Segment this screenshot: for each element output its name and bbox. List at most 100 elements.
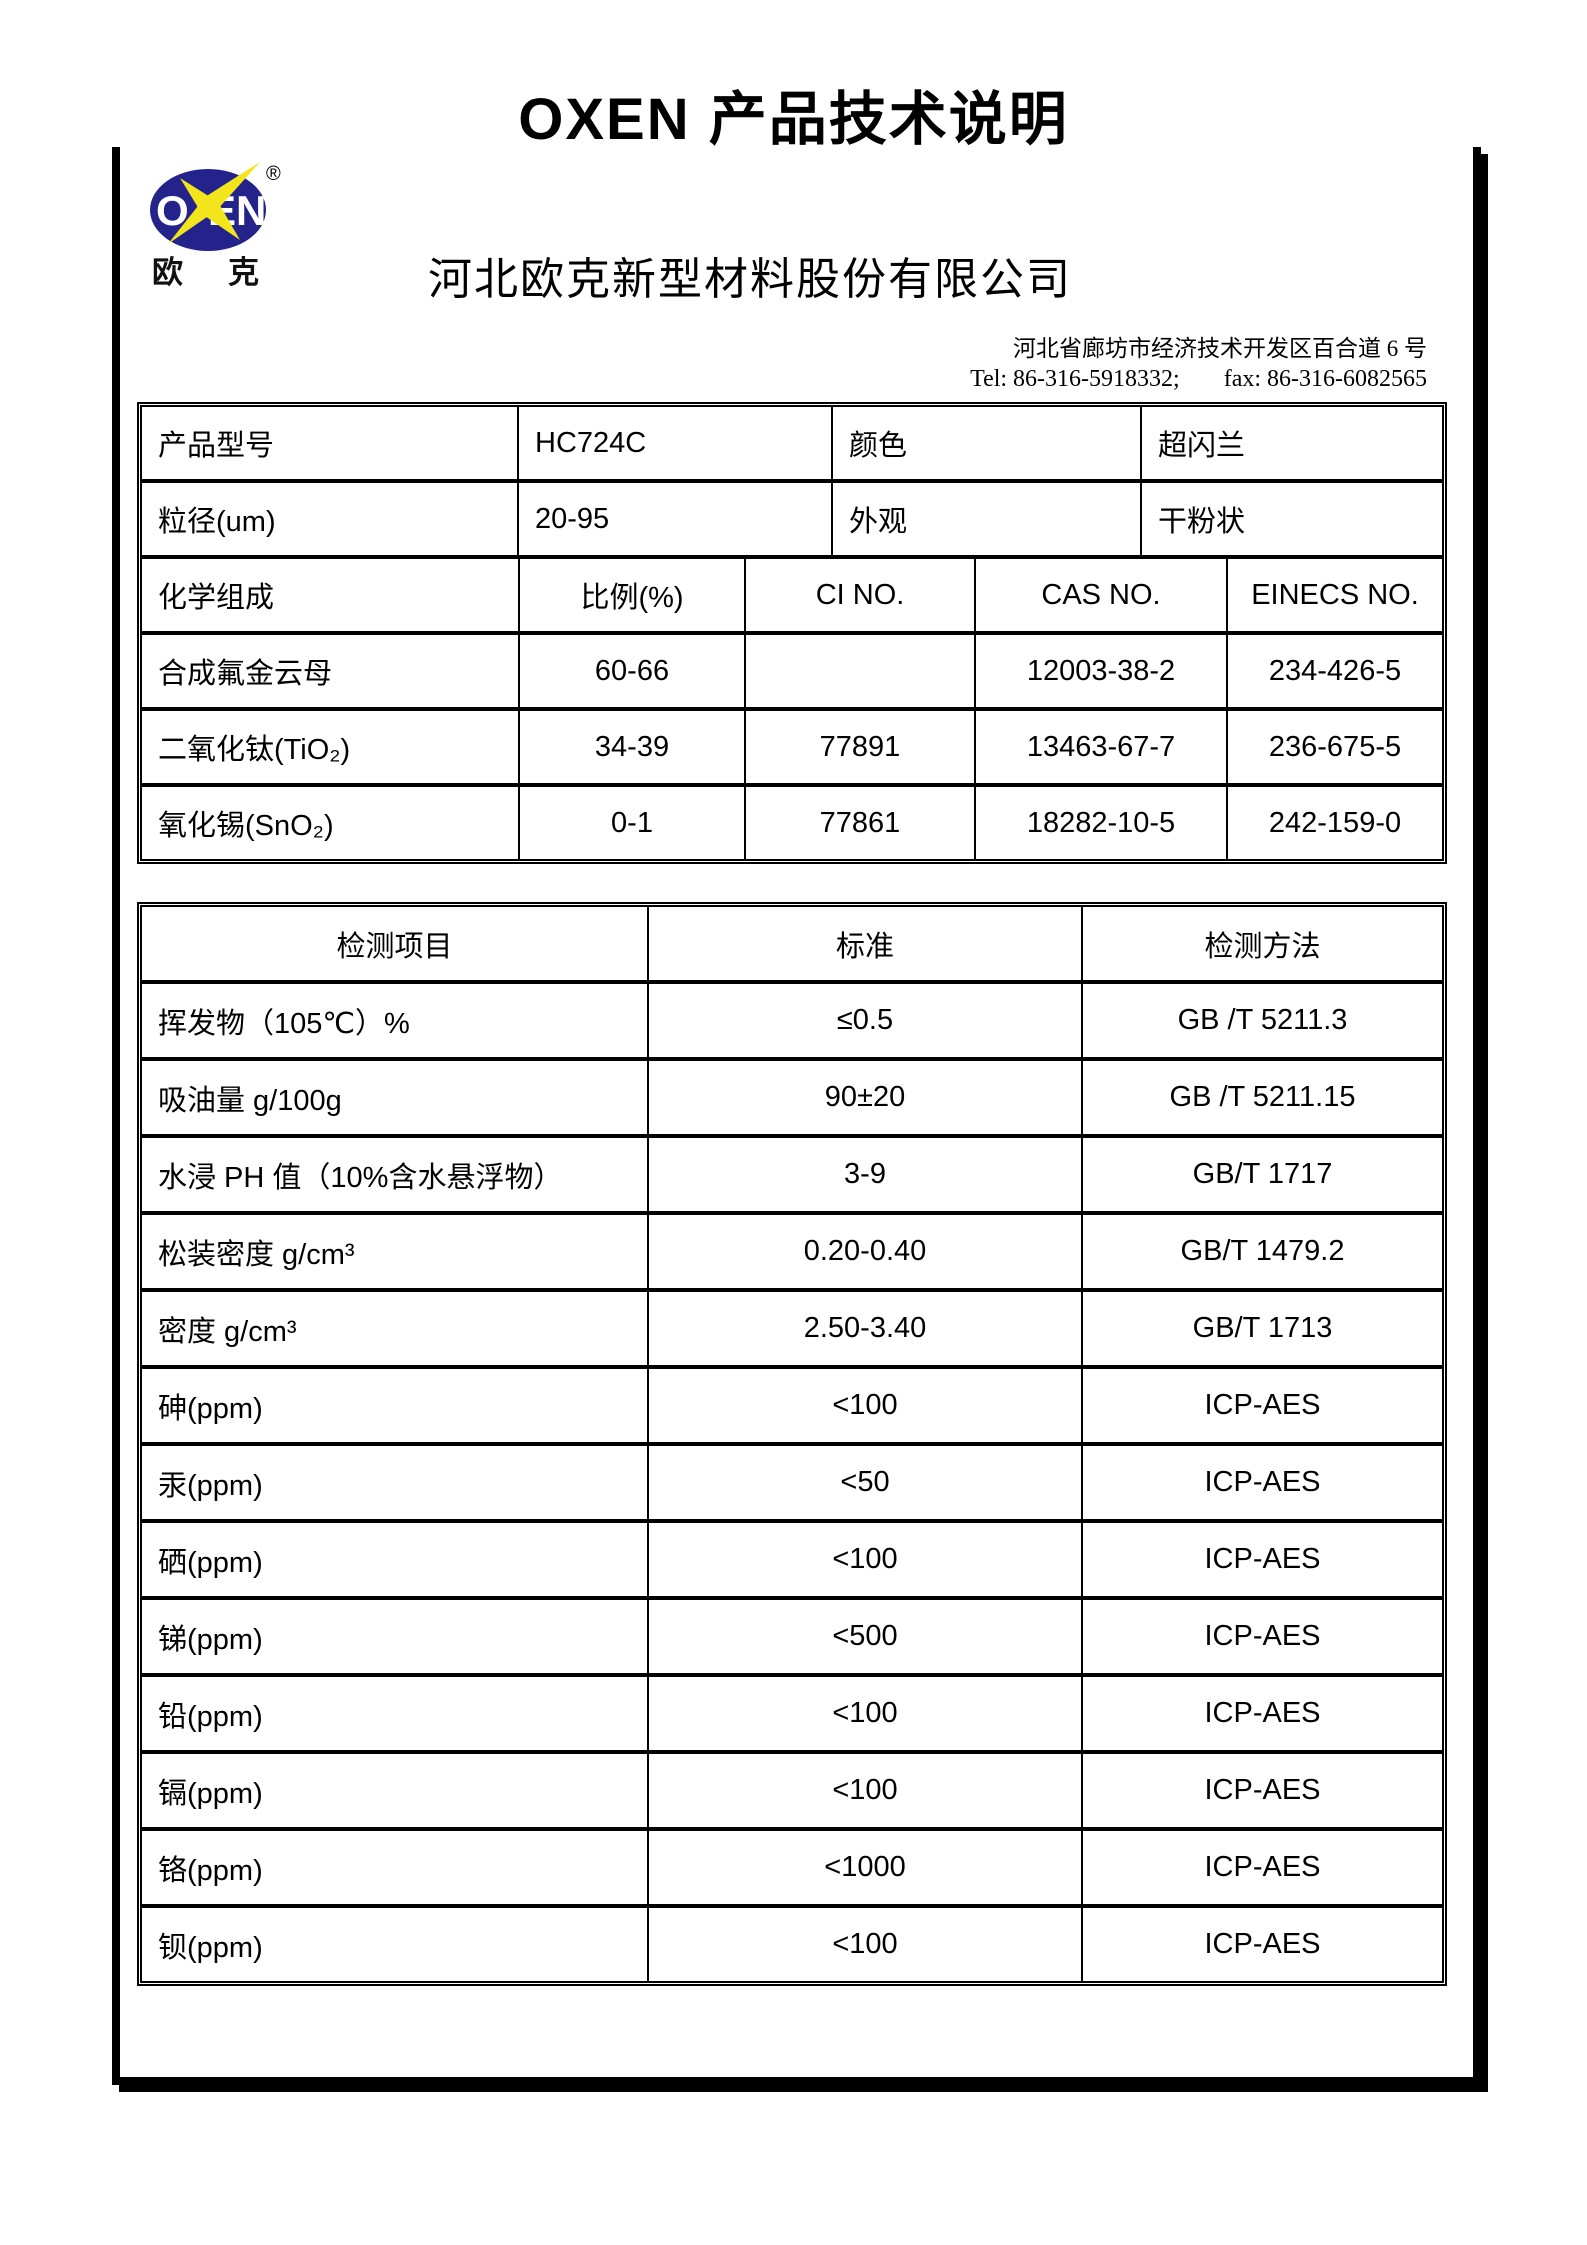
cell: 砷(ppm)	[158, 1392, 263, 1425]
header-cell: 检测项目	[336, 930, 453, 963]
cell: ICP-AES	[1081, 1600, 1442, 1673]
table-row: 挥发物（105℃）% ≤0.5 GB /T 5211.3	[142, 980, 1442, 1057]
table-row: 镉(ppm) <100 ICP-AES	[142, 1750, 1442, 1827]
cell: ICP-AES	[1081, 1369, 1442, 1442]
header-cell: 检测方法	[1081, 907, 1442, 980]
company-tel: Tel: 86-316-5918332;	[970, 366, 1180, 392]
cell: GB/T 1479.2	[1081, 1215, 1442, 1288]
cell: <500	[647, 1600, 1081, 1673]
cell: 钡(ppm)	[158, 1931, 263, 1964]
cell-particle-size-value: 20-95	[517, 483, 831, 555]
table-row: 锑(ppm) <500 ICP-AES	[142, 1596, 1442, 1673]
header-cell: 比例(%)	[518, 559, 744, 631]
cell: <100	[647, 1908, 1081, 1981]
cell: ≤0.5	[647, 984, 1081, 1057]
cell: ICP-AES	[1081, 1523, 1442, 1596]
cell: 60-66	[518, 635, 744, 707]
cell: 氧化锡(SnO₂)	[158, 810, 334, 842]
product-spec-table: 产品型号 HC724C 颜色 超闪兰 粒径(um) 20-95 外观 干粉状 化…	[137, 402, 1447, 864]
cell-particle-size-label: 粒径(um)	[158, 506, 276, 538]
cell: 90±20	[647, 1061, 1081, 1134]
cell: 18282-10-5	[974, 787, 1226, 859]
table-row: 汞(ppm) <50 ICP-AES	[142, 1442, 1442, 1519]
cell-product-model-label: 产品型号	[158, 430, 275, 462]
cell: GB/T 1717	[1081, 1138, 1442, 1211]
cell: 硒(ppm)	[158, 1546, 263, 1579]
cell: 236-675-5	[1226, 711, 1442, 783]
table-row: 氧化锡(SnO₂) 0-1 77861 18282-10-5 242-159-0	[142, 783, 1442, 859]
cell-color-label: 颜色	[831, 407, 1140, 479]
cell: <1000	[647, 1831, 1081, 1904]
table-row: 水浸 PH 值（10%含水悬浮物） 3-9 GB/T 1717	[142, 1134, 1442, 1211]
table-row: 铬(ppm) <1000 ICP-AES	[142, 1827, 1442, 1904]
cell: 密度 g/cm³	[158, 1315, 297, 1348]
cell: 242-159-0	[1226, 787, 1442, 859]
cell	[744, 635, 974, 707]
table-header-row: 检测项目 标准 检测方法	[142, 907, 1442, 980]
cell: 水浸 PH 值（10%含水悬浮物）	[158, 1161, 563, 1194]
cell: ICP-AES	[1081, 1754, 1442, 1827]
cell: 77861	[744, 787, 974, 859]
cell: 铬(ppm)	[158, 1854, 263, 1887]
cell: 234-426-5	[1226, 635, 1442, 707]
cell: ICP-AES	[1081, 1446, 1442, 1519]
table-row: 铅(ppm) <100 ICP-AES	[142, 1673, 1442, 1750]
cell: 77891	[744, 711, 974, 783]
header-cell: CI NO.	[744, 559, 974, 631]
cell-appearance-value: 干粉状	[1140, 483, 1442, 555]
cell: <50	[647, 1446, 1081, 1519]
table-row: 硒(ppm) <100 ICP-AES	[142, 1519, 1442, 1596]
cell: 汞(ppm)	[158, 1469, 263, 1502]
logo-chinese-name: 欧克	[152, 255, 304, 290]
company-address: 河北省廊坊市经济技术开发区百合道 6 号	[1013, 336, 1427, 361]
header-cell: EINECS NO.	[1226, 559, 1442, 631]
cell: ICP-AES	[1081, 1677, 1442, 1750]
header-cell: 标准	[647, 907, 1081, 980]
cell: GB/T 1713	[1081, 1292, 1442, 1365]
cell-color-value: 超闪兰	[1140, 407, 1442, 479]
cell: 0.20-0.40	[647, 1215, 1081, 1288]
cell-appearance-label: 外观	[831, 483, 1140, 555]
cell: ICP-AES	[1081, 1908, 1442, 1981]
table-row: 钡(ppm) <100 ICP-AES	[142, 1904, 1442, 1981]
header-cell: CAS NO.	[974, 559, 1226, 631]
company-contact-block: 河北省廊坊市经济技术开发区百合道 6 号 Tel: 86-316-5918332…	[600, 334, 1427, 394]
cell: 松装密度 g/cm³	[158, 1238, 355, 1271]
cell: GB /T 5211.15	[1081, 1061, 1442, 1134]
cell: 挥发物（105℃）%	[158, 1007, 410, 1040]
cell: <100	[647, 1754, 1081, 1827]
cell: 锑(ppm)	[158, 1623, 263, 1656]
cell: 34-39	[518, 711, 744, 783]
cell: 合成氟金云母	[158, 658, 333, 690]
cell: ICP-AES	[1081, 1831, 1442, 1904]
company-phone-line: Tel: 86-316-5918332; fax: 86-316-6082565	[600, 364, 1427, 394]
logo-star-icon	[180, 178, 240, 240]
table-row: 吸油量 g/100g 90±20 GB /T 5211.15	[142, 1057, 1442, 1134]
cell: 吸油量 g/100g	[158, 1084, 342, 1117]
table-row: 产品型号 HC724C 颜色 超闪兰	[142, 407, 1442, 479]
cell: 0-1	[518, 787, 744, 859]
cell-product-model-value: HC724C	[517, 407, 831, 479]
cell: 二氧化钛(TiO₂)	[158, 734, 351, 766]
cell: GB /T 5211.3	[1081, 984, 1442, 1057]
table-row: 粒径(um) 20-95 外观 干粉状	[142, 479, 1442, 555]
cell: 铅(ppm)	[158, 1700, 263, 1733]
company-fax: fax: 86-316-6082565	[1223, 366, 1427, 392]
table-row: 二氧化钛(TiO₂) 34-39 77891 13463-67-7 236-67…	[142, 707, 1442, 783]
cell: 2.50-3.40	[647, 1292, 1081, 1365]
cell: 12003-38-2	[974, 635, 1226, 707]
page-title: OXEN 产品技术说明	[518, 87, 1069, 152]
oxen-logo: O EN ®	[150, 162, 281, 251]
table-row: 合成氟金云母 60-66 12003-38-2 234-426-5	[142, 631, 1442, 707]
test-items-table: 检测项目 标准 检测方法 挥发物（105℃）% ≤0.5 GB /T 5211.…	[137, 902, 1447, 1986]
table-row: 密度 g/cm³ 2.50-3.40 GB/T 1713	[142, 1288, 1442, 1365]
registered-trademark-icon: ®	[266, 163, 281, 185]
header-cell: 化学组成	[158, 582, 275, 614]
cell: 镉(ppm)	[158, 1777, 263, 1810]
cell: 3-9	[647, 1138, 1081, 1211]
cell: <100	[647, 1369, 1081, 1442]
table-row: 松装密度 g/cm³ 0.20-0.40 GB/T 1479.2	[142, 1211, 1442, 1288]
table-row: 砷(ppm) <100 ICP-AES	[142, 1365, 1442, 1442]
table-header-row: 化学组成 比例(%) CI NO. CAS NO. EINECS NO.	[142, 555, 1442, 631]
